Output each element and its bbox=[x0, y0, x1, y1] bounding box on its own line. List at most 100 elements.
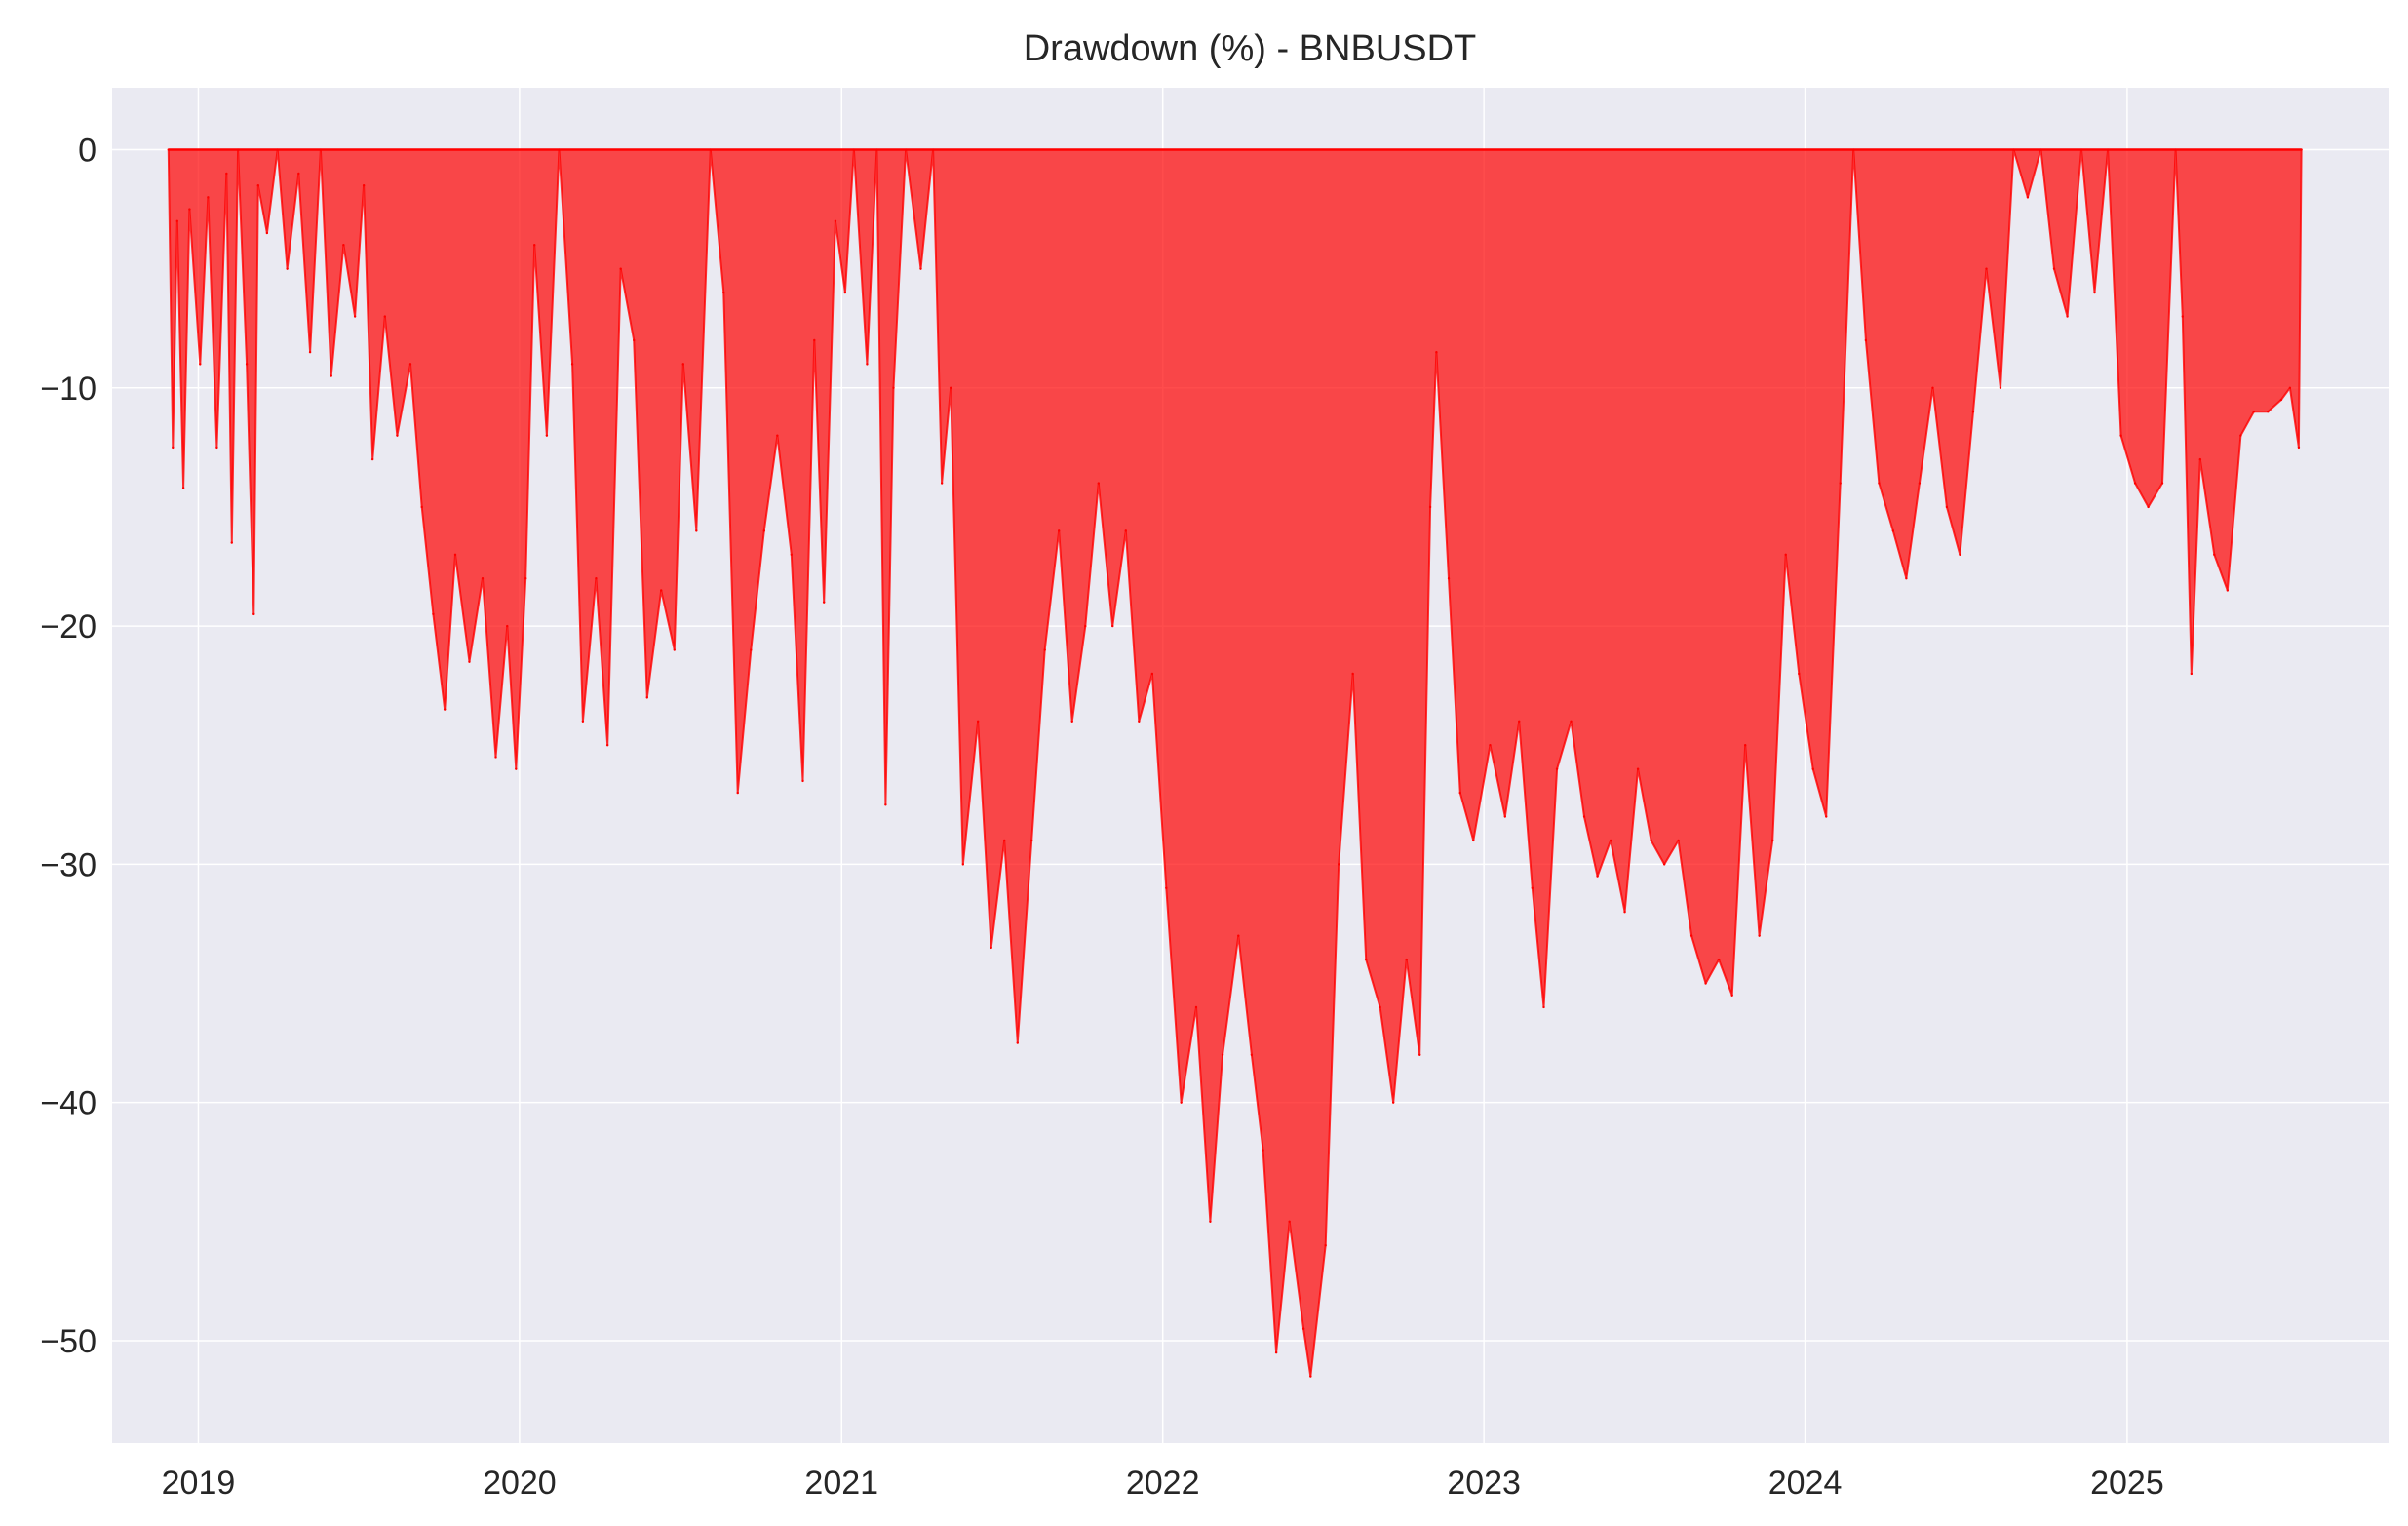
data-point bbox=[353, 315, 357, 318]
data-point bbox=[481, 577, 485, 580]
data-point bbox=[1364, 958, 1368, 961]
data-point bbox=[167, 148, 170, 151]
data-point bbox=[1636, 767, 1640, 770]
data-point bbox=[660, 589, 663, 592]
data-point bbox=[790, 553, 793, 557]
data-point bbox=[1428, 505, 1432, 509]
data-point bbox=[595, 577, 598, 580]
data-point bbox=[1878, 482, 1881, 485]
data-point bbox=[1985, 267, 1988, 270]
data-point bbox=[801, 779, 804, 783]
data-point bbox=[949, 386, 952, 390]
data-point bbox=[1918, 482, 1922, 485]
data-point bbox=[2066, 315, 2069, 318]
data-point bbox=[931, 148, 935, 151]
data-point bbox=[1418, 1053, 1421, 1057]
data-point bbox=[1165, 886, 1168, 890]
data-point bbox=[605, 744, 609, 747]
data-point bbox=[2190, 672, 2194, 676]
data-point bbox=[2279, 398, 2283, 402]
data-point bbox=[172, 446, 175, 450]
data-point bbox=[2039, 148, 2042, 151]
data-point bbox=[1811, 767, 1814, 770]
data-point bbox=[1531, 886, 1534, 890]
data-point bbox=[866, 363, 869, 366]
data-point bbox=[1057, 529, 1061, 532]
data-point bbox=[990, 946, 992, 950]
data-point bbox=[1798, 672, 1801, 676]
data-point bbox=[1209, 1220, 1212, 1224]
data-point bbox=[681, 363, 684, 366]
data-point bbox=[1405, 958, 1408, 961]
data-point bbox=[1945, 505, 1949, 509]
data-point bbox=[408, 363, 412, 366]
data-point bbox=[1542, 1005, 1545, 1009]
data-point bbox=[188, 208, 191, 211]
data-point bbox=[940, 482, 944, 485]
data-point bbox=[2198, 457, 2202, 461]
data-point bbox=[1070, 720, 1073, 724]
data-point bbox=[2119, 434, 2122, 437]
y-tick-label: −10 bbox=[40, 371, 97, 408]
data-point bbox=[362, 183, 366, 187]
drawdown-area bbox=[168, 149, 2302, 1377]
data-point bbox=[1435, 350, 1438, 354]
data-point bbox=[852, 148, 856, 151]
data-point bbox=[286, 267, 289, 270]
data-point bbox=[776, 434, 779, 437]
data-point bbox=[1891, 529, 1895, 532]
data-point bbox=[2106, 148, 2110, 151]
data-point bbox=[308, 350, 312, 354]
data-point bbox=[1379, 1005, 1381, 1009]
data-point bbox=[822, 601, 826, 604]
data-point bbox=[181, 487, 185, 489]
drawdown-line bbox=[167, 148, 2303, 1378]
data-point bbox=[230, 541, 233, 544]
data-point bbox=[1931, 386, 1934, 390]
series-layer bbox=[167, 148, 2303, 1378]
x-tick-label: 2025 bbox=[2090, 1465, 2164, 1502]
data-point bbox=[396, 434, 399, 437]
data-point bbox=[1864, 338, 1868, 342]
data-point bbox=[420, 505, 423, 509]
y-tick-label: −50 bbox=[40, 1323, 97, 1360]
data-point bbox=[2288, 386, 2292, 390]
data-point bbox=[2133, 482, 2137, 485]
data-point bbox=[1825, 815, 1828, 818]
data-point bbox=[1677, 839, 1680, 842]
x-tick-label: 2019 bbox=[162, 1465, 236, 1502]
data-point bbox=[370, 457, 374, 461]
chart-title: Drawdown (%) - BNBUSDT bbox=[1024, 28, 1477, 69]
data-point bbox=[1596, 875, 1599, 878]
data-point bbox=[1030, 839, 1033, 842]
data-point bbox=[468, 660, 471, 663]
data-point bbox=[1237, 934, 1240, 937]
data-point bbox=[961, 863, 965, 866]
data-point bbox=[1744, 744, 1747, 747]
data-point bbox=[1043, 648, 1046, 651]
data-point bbox=[750, 648, 753, 651]
data-point bbox=[1623, 911, 1626, 914]
data-point bbox=[1274, 1350, 1278, 1354]
data-point bbox=[843, 291, 847, 294]
data-point bbox=[1770, 839, 1774, 842]
data-point bbox=[330, 374, 332, 377]
data-point bbox=[245, 363, 249, 366]
data-point bbox=[1852, 148, 1855, 151]
data-point bbox=[1351, 672, 1354, 676]
data-point bbox=[2012, 148, 2015, 151]
data-point bbox=[1180, 1101, 1183, 1104]
data-point bbox=[1784, 553, 1787, 557]
data-point bbox=[432, 612, 435, 616]
data-point bbox=[342, 244, 345, 247]
data-point bbox=[2079, 148, 2083, 151]
data-point bbox=[1839, 482, 1842, 485]
data-point bbox=[252, 612, 255, 616]
data-point bbox=[1301, 1327, 1305, 1330]
data-point bbox=[1338, 863, 1340, 866]
data-point bbox=[1555, 767, 1559, 770]
y-tick-label: 0 bbox=[78, 133, 97, 170]
data-point bbox=[1221, 1053, 1224, 1057]
data-point bbox=[494, 756, 497, 759]
data-point bbox=[1905, 577, 1908, 580]
